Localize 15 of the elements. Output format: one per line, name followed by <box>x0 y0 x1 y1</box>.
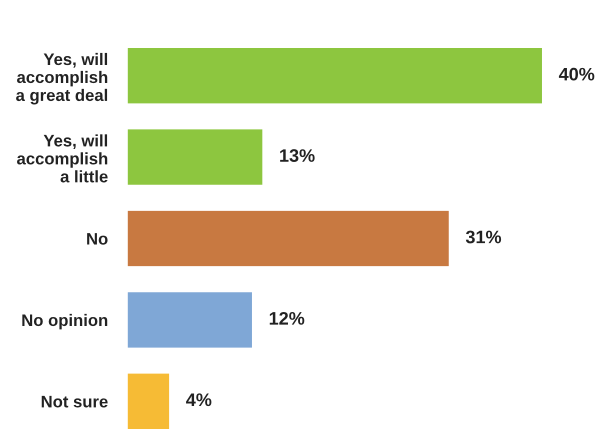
data-label: 13% <box>280 149 315 162</box>
data-label: 4% <box>186 393 212 406</box>
data-label: 40% <box>558 68 594 81</box>
y-tick-label: No <box>87 233 108 245</box>
data-label: 31% <box>466 230 502 244</box>
y-tick-label: No opinion <box>22 314 108 330</box>
bar <box>128 210 449 266</box>
bar <box>128 292 252 348</box>
bar <box>128 374 170 429</box>
y-tick-label: Yes, will accomplish a great deal <box>16 52 108 104</box>
bar <box>128 129 262 185</box>
data-label: 12% <box>270 312 304 325</box>
y-tick-label: Not sure <box>42 396 108 408</box>
bar <box>128 48 542 104</box>
y-tick-label: Yes, will accomplish a little <box>17 134 108 182</box>
